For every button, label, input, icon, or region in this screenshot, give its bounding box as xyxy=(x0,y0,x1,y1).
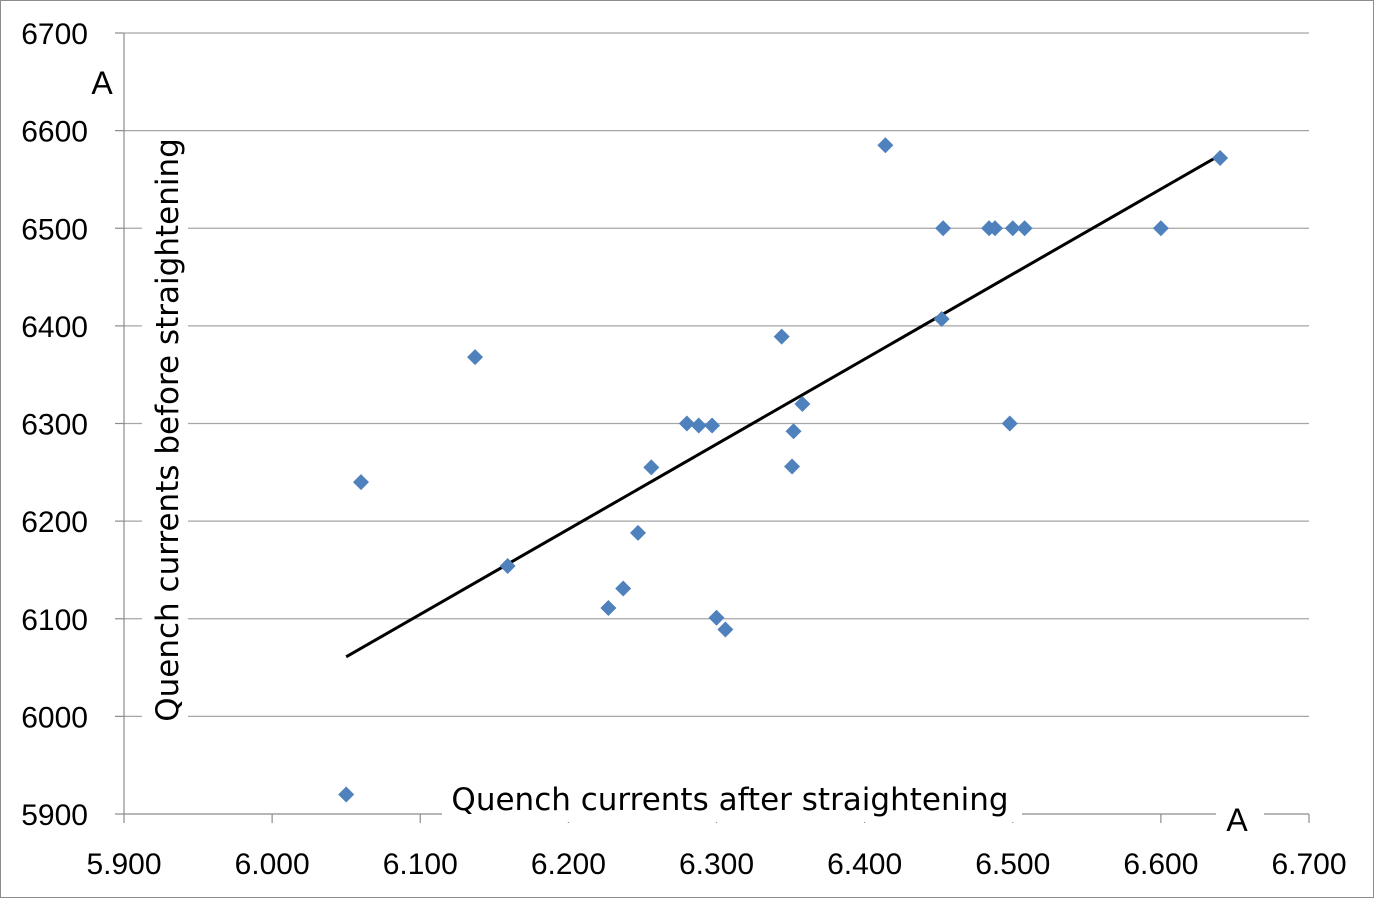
data-point xyxy=(1212,149,1229,166)
y-axis-unit: A xyxy=(91,65,113,101)
trendline xyxy=(345,153,1221,659)
data-point xyxy=(690,417,707,434)
data-points xyxy=(338,137,1229,803)
data-point xyxy=(935,220,952,237)
x-axis-label-backdrop xyxy=(442,774,1022,822)
x-axis-label: Quench currents after straightening xyxy=(451,782,1008,818)
x-tick-labels: 5.900 6.000 6.100 6.200 6.300 6.400 6.500 6.600… xyxy=(86,848,1346,881)
data-point xyxy=(1152,220,1169,237)
x-tick-label: 6.100 xyxy=(383,848,458,881)
data-point xyxy=(704,417,721,434)
data-point xyxy=(773,328,790,345)
axis-labels: Quench currents after straightening A A … xyxy=(91,65,1264,840)
y-tick-label: 6700 xyxy=(21,18,88,51)
x-tick-label: 6.000 xyxy=(235,848,310,881)
data-point xyxy=(1004,220,1021,237)
y-tick-label: 6300 xyxy=(21,409,88,442)
y-tick-label: 6600 xyxy=(21,116,88,149)
data-point xyxy=(600,600,617,617)
x-tick-label: 6.200 xyxy=(531,848,606,881)
data-point xyxy=(338,786,355,803)
data-point xyxy=(678,415,695,432)
data-point xyxy=(499,558,516,575)
x-tick-label: 6.600 xyxy=(1123,848,1198,881)
data-point xyxy=(615,580,632,597)
y-tick-label: 6100 xyxy=(21,604,88,637)
data-point xyxy=(629,524,646,541)
data-point xyxy=(1001,415,1018,432)
y-axis-label-backdrop xyxy=(142,135,188,725)
x-tick-label: 6.300 xyxy=(679,848,754,881)
data-point xyxy=(933,311,950,328)
data-point xyxy=(784,458,801,475)
data-point xyxy=(794,395,811,412)
data-point xyxy=(353,474,369,491)
y-axis-label: Quench currents before straightening xyxy=(150,138,186,722)
y-tick-label: 5900 xyxy=(21,799,88,832)
x-unit-backdrop xyxy=(1216,798,1264,840)
y-tick-label: 6000 xyxy=(21,701,88,734)
data-point xyxy=(643,459,660,476)
trendline-group xyxy=(345,153,1221,659)
data-point xyxy=(717,621,734,638)
y-tick-label: 6200 xyxy=(21,506,88,539)
data-point xyxy=(877,137,894,154)
data-point xyxy=(708,609,725,626)
x-tick-label: 5.900 xyxy=(86,848,161,881)
x-tick-label: 6.700 xyxy=(1271,848,1346,881)
y-tick-label: 6400 xyxy=(21,311,88,344)
data-point xyxy=(1016,220,1033,237)
data-point xyxy=(467,349,484,366)
y-tick-labels: 5900 6000 6100 6200 6300 6400 6500 6600 6700 xyxy=(21,18,88,832)
data-point xyxy=(986,220,1003,237)
data-point xyxy=(785,423,802,440)
x-axis-unit: A xyxy=(1226,802,1248,838)
x-tick-label: 6.500 xyxy=(975,848,1050,881)
y-tick-label: 6500 xyxy=(21,213,88,246)
gridlines xyxy=(124,32,1309,717)
x-tick-label: 6.400 xyxy=(827,848,902,881)
